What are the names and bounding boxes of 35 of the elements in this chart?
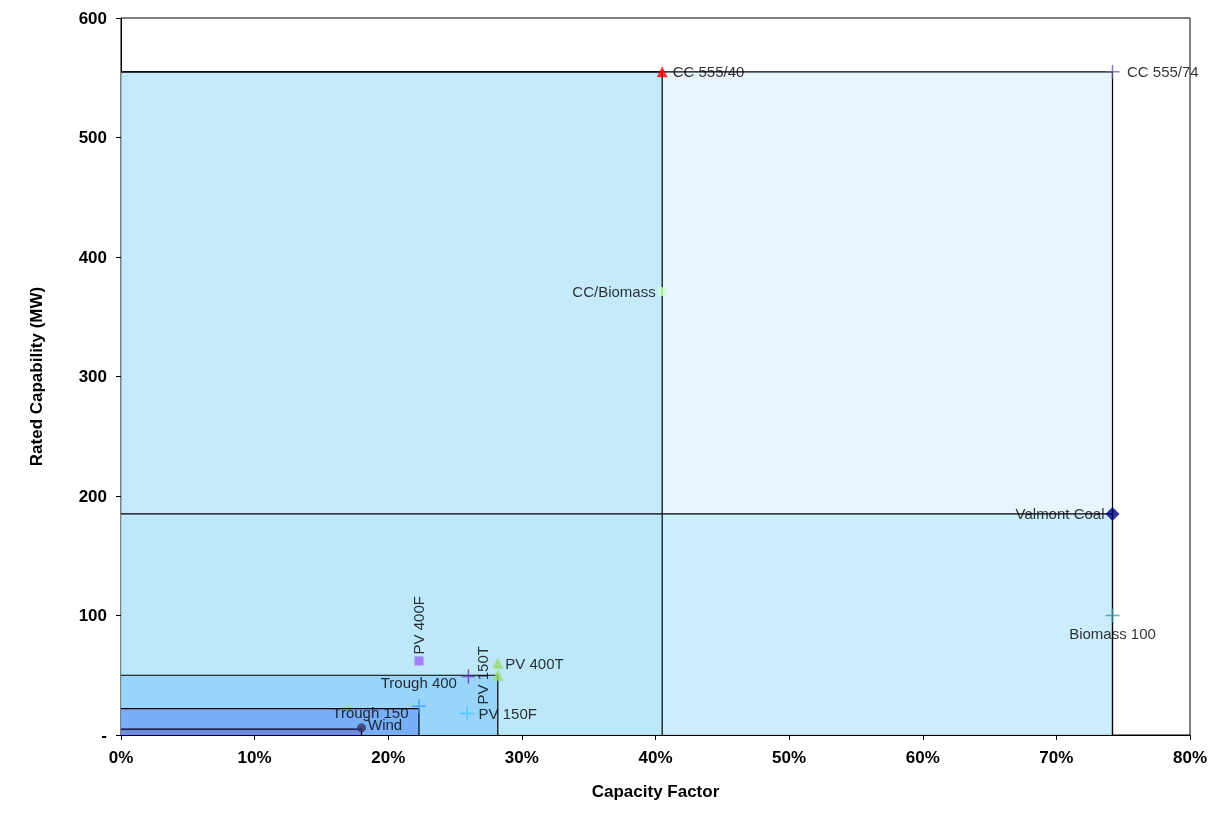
y-tick-label: 300 [78, 367, 107, 386]
x-tick-label: 70% [1039, 748, 1074, 767]
x-axis-title: Capacity Factor [591, 782, 720, 801]
x-tick-label: 30% [504, 748, 539, 767]
x-tick-label: 10% [237, 748, 272, 767]
point [460, 668, 477, 685]
y-tick-label: 400 [78, 247, 107, 267]
point [357, 723, 367, 733]
y-tick-label: 100 [78, 606, 107, 625]
point [459, 705, 475, 722]
point [1104, 64, 1121, 80]
y-tick-label: - [101, 725, 107, 745]
text: PV 150T [474, 646, 492, 705]
point [492, 657, 504, 669]
y-axis-title: Rated Capability (MW) [27, 286, 46, 467]
series-label: CC/Biomass [572, 283, 656, 301]
point [411, 698, 427, 715]
point [656, 66, 668, 78]
series-label: PV 400T [505, 654, 564, 672]
x-tick-label: 60% [905, 748, 940, 767]
point [1104, 607, 1121, 624]
x-tick-label: 80% [1172, 748, 1208, 767]
point [492, 669, 504, 681]
series-label: Trough 400 [380, 673, 457, 691]
y-tick-label: 600 [78, 8, 107, 28]
point [414, 656, 424, 666]
point [657, 287, 667, 297]
text: PV 400F [410, 596, 428, 655]
x-tick-label: 40% [638, 748, 673, 767]
x-tick-label: 50% [772, 748, 807, 767]
point [1105, 506, 1120, 521]
y-tick-label: 200 [78, 486, 107, 506]
y-tick-label: 500 [78, 128, 107, 147]
x-tick-label: 20% [371, 748, 406, 767]
x-tick-label: 0% [108, 748, 134, 767]
